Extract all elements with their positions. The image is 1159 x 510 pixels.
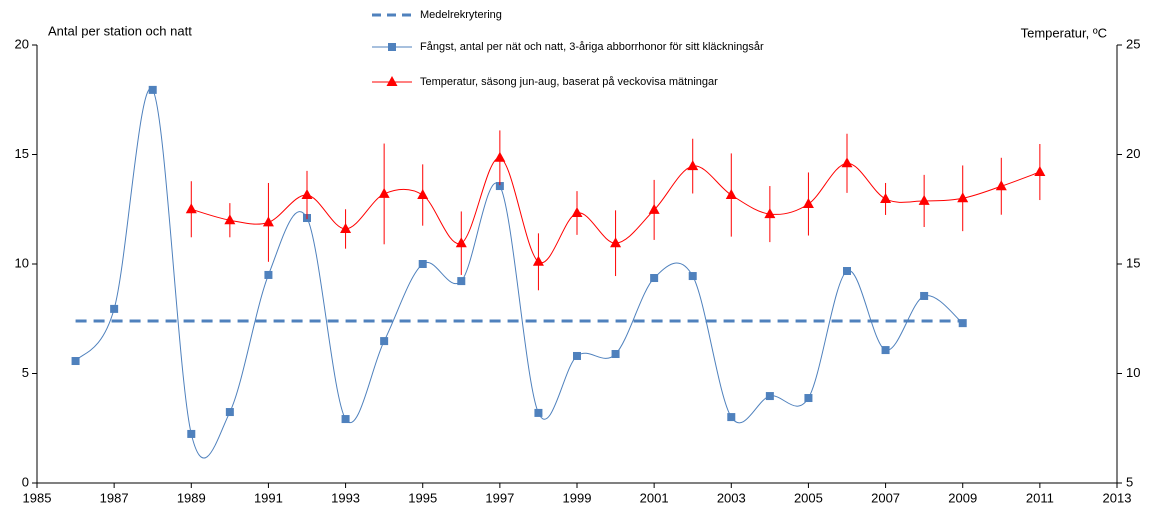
y-tick-label: 15 [15, 146, 29, 161]
data-point [378, 187, 390, 198]
data-point [841, 157, 853, 168]
legend-label: Medelrekrytering [420, 9, 502, 21]
y-tick-label: 20 [15, 36, 29, 51]
data-point [571, 206, 583, 217]
x-tick-label: 2003 [717, 490, 746, 505]
data-point [1034, 166, 1046, 177]
legend-label: Temperatur, säsong jun-aug, baserat på v… [420, 76, 718, 88]
y-axis-label: Antal per station och natt [48, 23, 192, 38]
data-point [457, 277, 466, 286]
data-point [148, 85, 157, 94]
x-tick-label: 1999 [563, 490, 592, 505]
y2-axis-label: Temperatur, ºC [1021, 25, 1107, 40]
data-point [455, 237, 467, 248]
data-point [920, 291, 929, 300]
data-point [71, 357, 80, 366]
data-point [725, 189, 737, 200]
data-point [918, 194, 930, 205]
data-point [573, 351, 581, 360]
y2-tick-label: 5 [1126, 474, 1133, 489]
data-point [418, 260, 427, 268]
y2-tick-label: 10 [1126, 365, 1140, 380]
x-tick-label: 1985 [23, 490, 52, 505]
data-point [225, 408, 234, 417]
data-point [995, 180, 1007, 191]
y2-tick-label: 15 [1126, 255, 1140, 270]
legend-marker [386, 76, 398, 86]
y2-tick-label: 20 [1126, 146, 1140, 161]
data-point [224, 214, 236, 225]
data-point [494, 151, 506, 162]
data-point [340, 222, 352, 233]
data-point [185, 203, 197, 214]
data-point [688, 272, 697, 281]
x-tick-label: 1989 [177, 490, 206, 505]
data-point [301, 189, 313, 200]
data-point [765, 392, 774, 401]
data-point [880, 192, 892, 203]
x-tick-label: 1987 [100, 490, 129, 505]
data-point [380, 337, 389, 346]
data-point [417, 189, 429, 200]
data-point [650, 274, 659, 283]
y2-tick-label: 25 [1126, 36, 1140, 51]
data-point [687, 160, 699, 171]
data-point [881, 346, 890, 355]
data-point [957, 192, 969, 203]
data-point [611, 350, 620, 359]
data-point [648, 203, 660, 214]
x-tick-label: 2011 [1026, 490, 1054, 505]
legend-marker [388, 43, 396, 51]
data-point [262, 216, 274, 227]
data-point [495, 182, 504, 191]
data-point [187, 429, 196, 438]
x-tick-label: 1991 [254, 490, 283, 505]
x-tick-label: 2007 [871, 490, 900, 505]
data-point [610, 237, 622, 248]
y-tick-label: 0 [22, 474, 29, 489]
data-point [532, 255, 544, 266]
x-tick-label: 2005 [794, 490, 823, 505]
x-tick-label: 2013 [1103, 490, 1132, 505]
data-point [264, 270, 273, 279]
y-tick-label: 5 [22, 365, 29, 380]
legend-label: Fångst, antal per nät och natt, 3-åriga … [420, 41, 764, 53]
data-point [764, 208, 776, 219]
data-point [804, 394, 813, 403]
data-point [727, 413, 736, 422]
series-line [75, 87, 964, 459]
data-point [843, 267, 851, 276]
data-point [958, 319, 967, 328]
x-tick-label: 1995 [408, 490, 437, 505]
x-tick-label: 1993 [331, 490, 360, 505]
data-point [802, 197, 814, 208]
x-tick-label: 1997 [485, 490, 514, 505]
data-point [341, 415, 350, 424]
y-tick-label: 10 [15, 255, 29, 270]
x-tick-label: 2001 [640, 490, 669, 505]
x-tick-label: 2009 [948, 490, 977, 505]
data-point [534, 408, 543, 417]
data-point [110, 304, 119, 313]
